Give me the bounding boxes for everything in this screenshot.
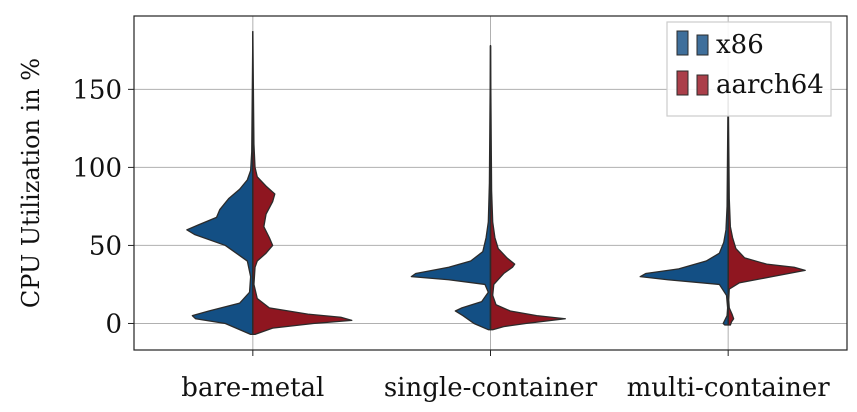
y-tick-labels: 0 50 100 150 (72, 75, 134, 339)
legend-label-x86: x86 (716, 30, 764, 60)
legend: x86 aarch64 (666, 21, 832, 117)
x-tick-label-single-container: single-container (384, 373, 598, 403)
violin-plots (186, 30, 806, 336)
violin-x86-single-container (410, 45, 492, 331)
legend-swatch-left-aarch64 (676, 70, 689, 96)
violin-aarch64-bare-metal (252, 30, 353, 336)
violin-x86-bare-metal (186, 30, 254, 336)
y-tick-label: 50 (89, 231, 122, 261)
legend-box (666, 21, 832, 117)
y-tick-label: 100 (72, 153, 122, 183)
legend-swatch-right-x86 (696, 34, 709, 56)
x-tick-label-multi-container: multi-container (627, 373, 831, 403)
violin-aarch64-single-container (489, 45, 566, 331)
violin-x86-multi-container (639, 80, 729, 326)
y-tick-label: 0 (105, 309, 122, 339)
x-tick-labels: bare-metal single-container multi-containe… (181, 350, 830, 403)
violin-aarch64-multi-container (727, 80, 806, 326)
legend-swatch-right-aarch64 (696, 74, 709, 96)
y-tick-label: 150 (72, 75, 122, 105)
x-tick-label-bare-metal: bare-metal (181, 373, 324, 403)
y-axis-title: CPU Utilization in % (17, 58, 45, 308)
legend-swatch-left-x86 (676, 30, 689, 56)
legend-label-aarch64: aarch64 (716, 70, 824, 100)
